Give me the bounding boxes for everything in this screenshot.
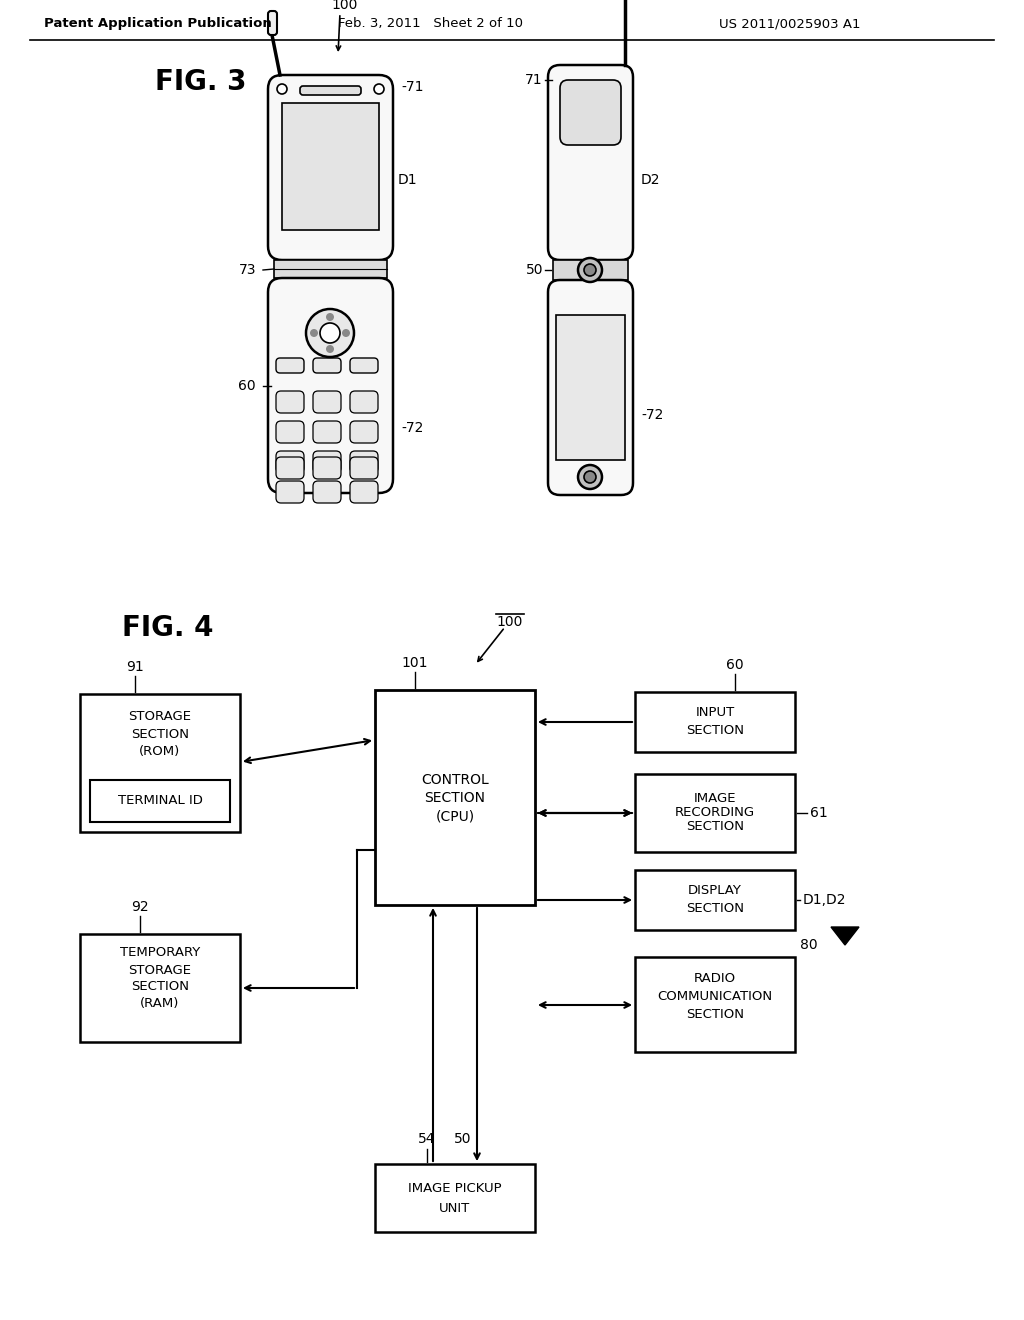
FancyBboxPatch shape xyxy=(548,280,633,495)
Text: Patent Application Publication: Patent Application Publication xyxy=(44,17,272,30)
Bar xyxy=(274,260,387,279)
Text: 100: 100 xyxy=(332,0,358,12)
Text: SECTION: SECTION xyxy=(131,981,189,994)
Text: STORAGE: STORAGE xyxy=(128,710,191,722)
FancyBboxPatch shape xyxy=(313,480,341,503)
FancyBboxPatch shape xyxy=(268,11,278,36)
Text: SECTION: SECTION xyxy=(686,1007,744,1020)
FancyBboxPatch shape xyxy=(268,279,393,492)
FancyBboxPatch shape xyxy=(313,451,341,473)
FancyBboxPatch shape xyxy=(313,421,341,444)
Text: 73: 73 xyxy=(239,263,256,277)
FancyBboxPatch shape xyxy=(313,358,341,374)
Bar xyxy=(556,315,625,459)
Text: US 2011/0025903 A1: US 2011/0025903 A1 xyxy=(719,17,861,30)
Text: 50: 50 xyxy=(525,263,543,277)
Circle shape xyxy=(578,465,602,488)
FancyBboxPatch shape xyxy=(276,480,304,503)
FancyBboxPatch shape xyxy=(350,421,378,444)
Text: 60: 60 xyxy=(239,379,256,393)
Text: -72: -72 xyxy=(641,408,664,422)
Text: INPUT: INPUT xyxy=(695,706,734,719)
FancyBboxPatch shape xyxy=(350,457,378,479)
Text: 50: 50 xyxy=(455,1133,472,1146)
FancyBboxPatch shape xyxy=(548,65,633,260)
FancyBboxPatch shape xyxy=(350,358,378,374)
Circle shape xyxy=(374,84,384,94)
FancyBboxPatch shape xyxy=(268,75,393,260)
Circle shape xyxy=(310,329,318,337)
Text: (CPU): (CPU) xyxy=(435,809,474,822)
Circle shape xyxy=(319,323,340,343)
Text: 100: 100 xyxy=(497,615,523,630)
Circle shape xyxy=(584,264,596,276)
Text: SECTION: SECTION xyxy=(686,821,744,833)
FancyBboxPatch shape xyxy=(276,358,304,374)
FancyBboxPatch shape xyxy=(350,480,378,503)
Circle shape xyxy=(342,329,350,337)
FancyBboxPatch shape xyxy=(276,457,304,479)
Bar xyxy=(553,260,628,280)
Bar xyxy=(90,780,230,822)
FancyBboxPatch shape xyxy=(350,391,378,413)
Text: SECTION: SECTION xyxy=(686,725,744,738)
FancyBboxPatch shape xyxy=(313,457,341,479)
Text: D2: D2 xyxy=(641,173,660,187)
Bar xyxy=(635,774,795,851)
Circle shape xyxy=(578,257,602,282)
Text: RECORDING: RECORDING xyxy=(675,807,755,820)
Circle shape xyxy=(278,84,287,94)
Text: 60: 60 xyxy=(726,657,743,672)
Text: SECTION: SECTION xyxy=(686,903,744,916)
Text: FIG. 4: FIG. 4 xyxy=(122,614,213,642)
Text: SECTION: SECTION xyxy=(131,727,189,741)
FancyBboxPatch shape xyxy=(276,391,304,413)
Bar xyxy=(282,103,379,230)
Text: 61: 61 xyxy=(810,807,827,820)
Text: (ROM): (ROM) xyxy=(139,744,180,758)
Bar xyxy=(635,870,795,931)
Bar xyxy=(375,1164,535,1232)
Text: TEMPORARY: TEMPORARY xyxy=(120,945,200,958)
Text: (RAM): (RAM) xyxy=(140,998,179,1011)
Text: D1,D2: D1,D2 xyxy=(803,894,847,907)
Bar xyxy=(635,957,795,1052)
Text: UNIT: UNIT xyxy=(439,1201,471,1214)
Text: RADIO: RADIO xyxy=(694,973,736,986)
FancyBboxPatch shape xyxy=(560,81,621,145)
Text: STORAGE: STORAGE xyxy=(128,964,191,977)
Text: 92: 92 xyxy=(131,900,148,913)
Bar xyxy=(635,692,795,752)
Circle shape xyxy=(584,471,596,483)
Text: SECTION: SECTION xyxy=(425,791,485,805)
Text: 54: 54 xyxy=(418,1133,436,1146)
Text: COMMUNICATION: COMMUNICATION xyxy=(657,990,772,1003)
Text: DISPLAY: DISPLAY xyxy=(688,884,742,898)
Text: 71: 71 xyxy=(525,73,543,87)
FancyBboxPatch shape xyxy=(313,391,341,413)
FancyBboxPatch shape xyxy=(350,451,378,473)
Circle shape xyxy=(326,313,334,321)
Text: FIG. 3: FIG. 3 xyxy=(155,69,247,96)
Text: 101: 101 xyxy=(401,656,428,671)
FancyBboxPatch shape xyxy=(300,86,361,95)
Text: 91: 91 xyxy=(126,660,144,675)
Bar xyxy=(80,694,240,832)
FancyBboxPatch shape xyxy=(276,451,304,473)
Text: -71: -71 xyxy=(401,81,424,94)
Text: IMAGE: IMAGE xyxy=(693,792,736,805)
Text: CONTROL: CONTROL xyxy=(421,774,488,787)
Polygon shape xyxy=(831,927,859,945)
Text: TERMINAL ID: TERMINAL ID xyxy=(118,795,203,808)
Text: -72: -72 xyxy=(401,421,423,436)
Circle shape xyxy=(306,309,354,356)
Text: D1: D1 xyxy=(398,173,418,187)
Bar xyxy=(375,690,535,906)
Text: IMAGE PICKUP: IMAGE PICKUP xyxy=(409,1181,502,1195)
Circle shape xyxy=(326,345,334,352)
Text: Feb. 3, 2011   Sheet 2 of 10: Feb. 3, 2011 Sheet 2 of 10 xyxy=(338,17,522,30)
FancyBboxPatch shape xyxy=(276,421,304,444)
Text: 80: 80 xyxy=(800,939,817,952)
Bar xyxy=(80,935,240,1041)
